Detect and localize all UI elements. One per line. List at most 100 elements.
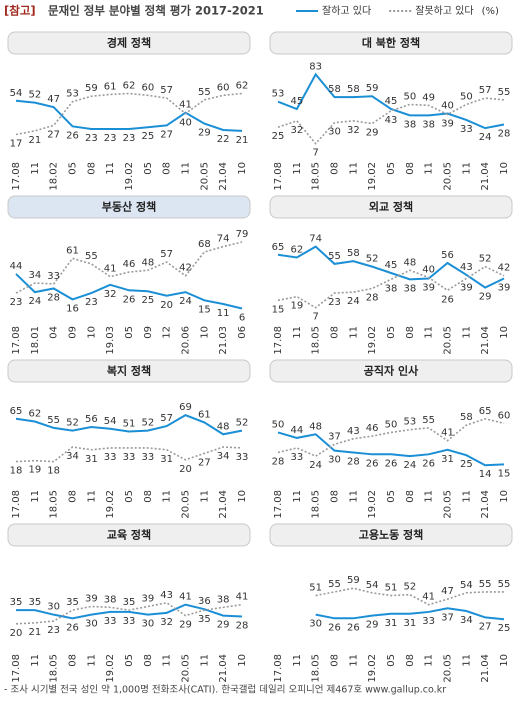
value-label: 50 xyxy=(403,91,416,102)
value-label: 27 xyxy=(160,129,173,140)
x-tick-label: 11 xyxy=(461,654,472,667)
value-label: 42 xyxy=(179,263,192,274)
header-title: 문재인 정부 분야별 정책 평가 2017-2021 xyxy=(48,4,264,18)
value-label: 60 xyxy=(141,82,154,93)
panel-title: 고용노동 정책 xyxy=(359,528,424,542)
x-tick-label: 08 xyxy=(86,162,97,175)
x-tick-label: 05 xyxy=(124,490,135,503)
x-tick-label: 11 xyxy=(292,490,303,503)
value-label: 52 xyxy=(403,582,416,593)
value-label: 35 xyxy=(123,597,136,608)
value-label: 58 xyxy=(460,412,473,423)
value-label: 7 xyxy=(312,312,318,323)
value-label: 54 xyxy=(460,580,473,591)
value-label: 60 xyxy=(217,82,230,93)
value-label: 33 xyxy=(141,452,154,463)
header-tag: [참고] xyxy=(4,4,36,18)
x-tick-label: 06 xyxy=(237,326,248,339)
value-label: 6 xyxy=(239,313,245,324)
value-label: 26 xyxy=(347,622,360,633)
value-label: 54 xyxy=(104,416,117,427)
value-label: 62 xyxy=(123,81,136,92)
value-label: 32 xyxy=(290,125,303,136)
value-label: 28 xyxy=(47,292,60,303)
value-label: 83 xyxy=(309,61,322,72)
value-label: 39 xyxy=(460,282,473,293)
value-label: 41 xyxy=(441,428,454,439)
x-tick-label: 11 xyxy=(424,654,435,667)
value-label: 56 xyxy=(441,250,454,261)
value-label: 25 xyxy=(141,131,154,142)
x-tick-label: 19.02 xyxy=(367,326,378,355)
value-label: 23 xyxy=(85,133,98,144)
x-tick-label: 11 xyxy=(199,654,210,667)
value-label: 51 xyxy=(309,583,322,594)
x-tick-label: 11 xyxy=(424,326,435,339)
x-tick-label: 08 xyxy=(405,326,416,339)
panel-title-box xyxy=(269,359,513,383)
value-label: 47 xyxy=(47,94,60,105)
value-label: 49 xyxy=(422,92,435,103)
value-label: 41 xyxy=(179,592,192,603)
value-label: 28 xyxy=(236,620,249,631)
value-label: 38 xyxy=(385,283,398,294)
x-tick-label: 11 xyxy=(424,490,435,503)
x-tick-label: 18.05 xyxy=(311,162,322,191)
value-label: 55 xyxy=(328,579,341,590)
x-tick-label: 05 xyxy=(386,326,397,339)
value-label: 65 xyxy=(272,242,285,253)
value-label: 56 xyxy=(85,414,98,425)
value-label: 48 xyxy=(403,257,416,268)
value-label: 24 xyxy=(347,296,360,307)
value-label: 20 xyxy=(179,464,192,475)
value-label: 46 xyxy=(123,259,136,270)
x-tick-label: 17.08 xyxy=(273,490,284,519)
legend-unit: (%) xyxy=(482,6,499,17)
x-tick-label: 17.08 xyxy=(11,162,22,191)
legend-label: 잘못하고 있다 xyxy=(415,4,473,17)
value-label: 37 xyxy=(441,612,454,623)
x-tick-label: 10 xyxy=(237,654,248,667)
value-label: 43 xyxy=(385,115,398,126)
value-label: 26 xyxy=(366,458,379,469)
x-tick-label: 10 xyxy=(499,654,510,667)
value-label: 29 xyxy=(198,128,211,139)
x-tick-label: 18.01 xyxy=(30,326,41,355)
value-label: 26 xyxy=(385,458,398,469)
value-label: 79 xyxy=(236,229,249,240)
value-label: 55 xyxy=(498,579,511,590)
x-tick-label: 08 xyxy=(330,490,341,503)
x-tick-label: 20.06 xyxy=(181,326,192,355)
value-label: 18 xyxy=(47,466,60,477)
panel-title-box xyxy=(269,31,513,55)
value-label: 38 xyxy=(422,119,435,130)
value-label: 57 xyxy=(160,249,173,260)
x-tick-label: 08 xyxy=(68,654,79,667)
value-label: 29 xyxy=(366,620,379,631)
value-label: 52 xyxy=(236,418,249,429)
value-label: 57 xyxy=(479,85,492,96)
value-label: 29 xyxy=(179,620,192,631)
value-label: 41 xyxy=(236,592,249,603)
panel-title: 복지 정책 xyxy=(107,364,151,378)
x-tick-label: 05 xyxy=(386,654,397,667)
value-label: 32 xyxy=(347,125,360,136)
value-label: 31 xyxy=(441,454,454,465)
value-label: 35 xyxy=(10,597,23,608)
value-label: 41 xyxy=(179,100,192,111)
x-tick-label: 11 xyxy=(292,654,303,667)
x-tick-label: 11 xyxy=(348,162,359,175)
value-label: 57 xyxy=(160,413,173,424)
x-tick-label: 17.08 xyxy=(273,162,284,191)
value-label: 52 xyxy=(66,418,79,429)
value-label: 27 xyxy=(198,457,211,468)
value-label: 27 xyxy=(479,621,492,632)
value-label: 28 xyxy=(272,456,285,467)
x-tick-label: 21.04 xyxy=(480,326,491,355)
value-label: 50 xyxy=(272,419,285,430)
x-tick-label: 19.03 xyxy=(105,326,116,355)
x-tick-label: 11 xyxy=(348,654,359,667)
value-label: 20 xyxy=(160,300,173,311)
value-label: 35 xyxy=(198,614,211,625)
value-label: 58 xyxy=(347,248,360,259)
